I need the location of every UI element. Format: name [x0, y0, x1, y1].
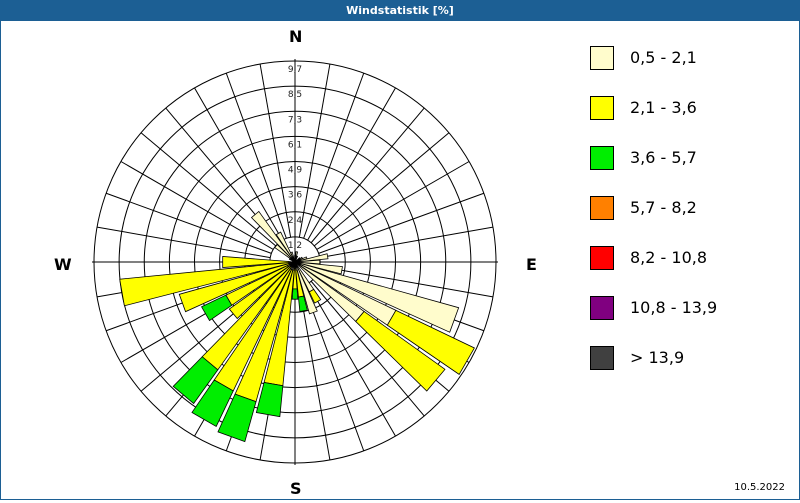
legend-swatch [590, 146, 614, 170]
legend-label: 5,7 - 8,2 [630, 198, 697, 217]
date-stamp: 10.5.2022 [734, 482, 785, 493]
legend-label: 10,8 - 13,9 [630, 298, 718, 317]
wind-sector-segment [294, 261, 318, 315]
legend-swatch [590, 296, 614, 320]
compass-east-label: E [526, 255, 537, 274]
svg-text:3,6: 3,6 [288, 191, 303, 201]
svg-text:4,9: 4,9 [288, 166, 303, 176]
compass-west-label: W [54, 255, 72, 274]
wind-sector-segment [178, 263, 290, 313]
legend-swatch [590, 96, 614, 120]
legend-label: > 13,9 [630, 348, 685, 367]
wind-sector-segment [201, 294, 233, 322]
wind-sector-segment [255, 381, 284, 418]
compass-north-label: N [289, 27, 303, 46]
svg-text:7,3: 7,3 [288, 115, 302, 125]
legend-item: 3,6 - 5,7 [590, 146, 790, 196]
legend-item: 0,5 - 2,1 [590, 46, 790, 96]
legend-item: > 13,9 [590, 346, 790, 396]
radial-tick-labels: 1,2 2,4 3,6 4,9 6,1 7,3 8,5 9,7 [288, 65, 303, 251]
legend-item: 5,7 - 8,2 [590, 196, 790, 246]
wind-sector-segment [291, 288, 299, 300]
wind-sector-segment [308, 288, 322, 304]
wind-sector-segment [386, 309, 475, 375]
wind-sector-segment [119, 262, 290, 307]
svg-text:9,7: 9,7 [288, 65, 302, 75]
wind-sector-segment [217, 393, 257, 443]
wind-rose-plot: 1,2 2,4 3,6 4,9 6,1 7,3 8,5 9,7 N E S W [1, 21, 561, 499]
wind-sector-segment [191, 379, 234, 428]
legend-swatch [590, 246, 614, 270]
compass-south-label: S [290, 479, 302, 498]
wind-rose-chart: 1,2 2,4 3,6 4,9 6,1 7,3 8,5 9,7 [92, 59, 498, 465]
wind-sector-segment [355, 310, 446, 392]
legend: 0,5 - 2,1 2,1 - 3,6 3,6 - 5,7 5,7 - 8,2 … [590, 46, 790, 396]
legend-label: 3,6 - 5,7 [630, 148, 697, 167]
wind-sector-segment [275, 231, 296, 263]
legend-label: 8,2 - 10,8 [630, 248, 708, 267]
wind-sector-segment [172, 356, 219, 405]
legend-swatch [590, 196, 614, 220]
wind-sector-segment [250, 210, 296, 263]
wind-sector-segment [222, 256, 290, 268]
legend-item: 8,2 - 10,8 [590, 246, 790, 296]
legend-swatch [590, 346, 614, 370]
wind-sector-segment [228, 265, 292, 320]
wind-sector-segment [294, 261, 460, 333]
svg-text:2,4: 2,4 [288, 216, 303, 226]
svg-text:8,5: 8,5 [288, 90, 302, 100]
legend-label: 2,1 - 3,6 [630, 98, 697, 117]
svg-text:1,2: 1,2 [288, 241, 302, 251]
svg-text:6,1: 6,1 [288, 140, 302, 150]
window-title: Windstatistik [%] [1, 1, 799, 21]
legend-label: 0,5 - 2,1 [630, 48, 697, 67]
legend-item: 10,8 - 13,9 [590, 296, 790, 346]
legend-swatch [590, 46, 614, 70]
legend-item: 2,1 - 3,6 [590, 96, 790, 146]
wind-sectors [119, 210, 475, 443]
wind-sector-segment [298, 295, 308, 312]
